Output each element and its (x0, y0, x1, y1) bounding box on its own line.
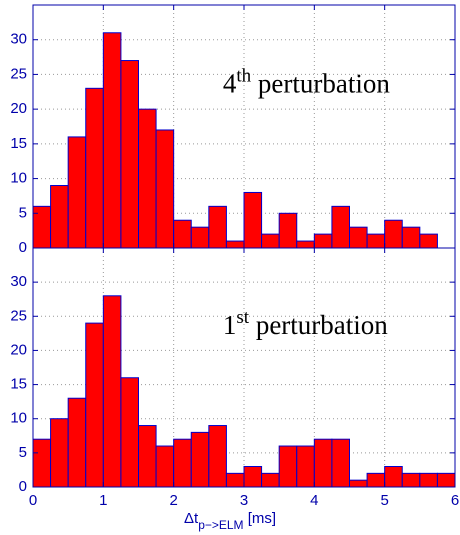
bar (278, 445, 298, 488)
y-tick-label: 30 (10, 31, 27, 48)
y-tick-label: 25 (10, 65, 27, 82)
bar (32, 438, 52, 488)
x-label-main: Δt (184, 510, 199, 527)
bar (173, 438, 192, 488)
bar (208, 425, 227, 488)
bar (419, 233, 438, 249)
x-tick-label: 2 (169, 492, 177, 509)
bar (366, 233, 386, 249)
bar (50, 185, 69, 249)
y-tick-label: 20 (10, 341, 27, 358)
y-tick-label: 0 (19, 478, 27, 495)
bar (313, 233, 333, 249)
bar (67, 397, 87, 488)
annotation-number: 4 (223, 68, 237, 98)
bar (102, 32, 122, 249)
y-tick-label: 15 (10, 135, 27, 152)
x-tick-label: 3 (240, 492, 248, 509)
bar (138, 425, 157, 488)
bar (349, 226, 368, 249)
bar (243, 191, 263, 249)
y-tick-label: 30 (10, 273, 27, 290)
bar (190, 431, 210, 488)
y-tick-label: 10 (10, 410, 27, 427)
bar (278, 212, 298, 249)
x-label-subscript: p−>ELM (198, 518, 243, 532)
annotation-number: 1 (223, 310, 237, 340)
bar (366, 472, 386, 488)
bar (102, 295, 122, 488)
y-tick-label: 20 (10, 100, 27, 117)
annotation: 4th perturbation (223, 65, 390, 98)
bar (261, 233, 280, 249)
y-tick-label: 0 (19, 239, 27, 256)
bar (85, 87, 104, 249)
bar (190, 226, 210, 249)
bar (313, 438, 333, 488)
bar (419, 472, 438, 488)
bar (401, 226, 421, 249)
x-tick-label: 1 (99, 492, 107, 509)
bar (208, 205, 227, 249)
bar (50, 418, 69, 488)
x-label-unit: [ms] (244, 510, 277, 527)
bar (243, 466, 263, 488)
y-tick-label: 5 (19, 204, 27, 221)
bar (296, 445, 315, 488)
bar (67, 136, 87, 249)
y-tick-label: 15 (10, 376, 27, 393)
bar (384, 219, 403, 249)
bar (120, 377, 139, 488)
y-tick-label: 10 (10, 170, 27, 187)
bar (401, 472, 421, 488)
bar (85, 322, 104, 488)
bar (349, 479, 368, 488)
x-axis-label: Δtp−>ELM [ms] (184, 510, 276, 532)
bar (32, 205, 52, 249)
bar (138, 108, 157, 249)
annotation: 1st perturbation (223, 307, 388, 340)
bar (225, 472, 245, 488)
x-tick-label: 5 (380, 492, 388, 509)
annotation-superscript: st (236, 307, 249, 328)
bar (120, 60, 139, 249)
bar (155, 129, 175, 249)
bar (225, 240, 245, 249)
y-tick-label: 25 (10, 307, 27, 324)
bar (261, 472, 280, 488)
bar (384, 466, 403, 488)
bar (331, 438, 350, 488)
x-tick-label: 4 (310, 492, 318, 509)
annotation-text: perturbation (249, 310, 388, 340)
bar (155, 445, 175, 488)
x-tick-label: 0 (29, 492, 37, 509)
x-tick-label: 6 (451, 492, 459, 509)
bar (331, 205, 350, 249)
annotation-superscript: th (236, 65, 251, 86)
bar (173, 219, 192, 249)
bar (436, 472, 456, 488)
y-tick-label: 5 (19, 444, 27, 461)
annotation-text: perturbation (251, 68, 390, 98)
bar (296, 240, 315, 249)
